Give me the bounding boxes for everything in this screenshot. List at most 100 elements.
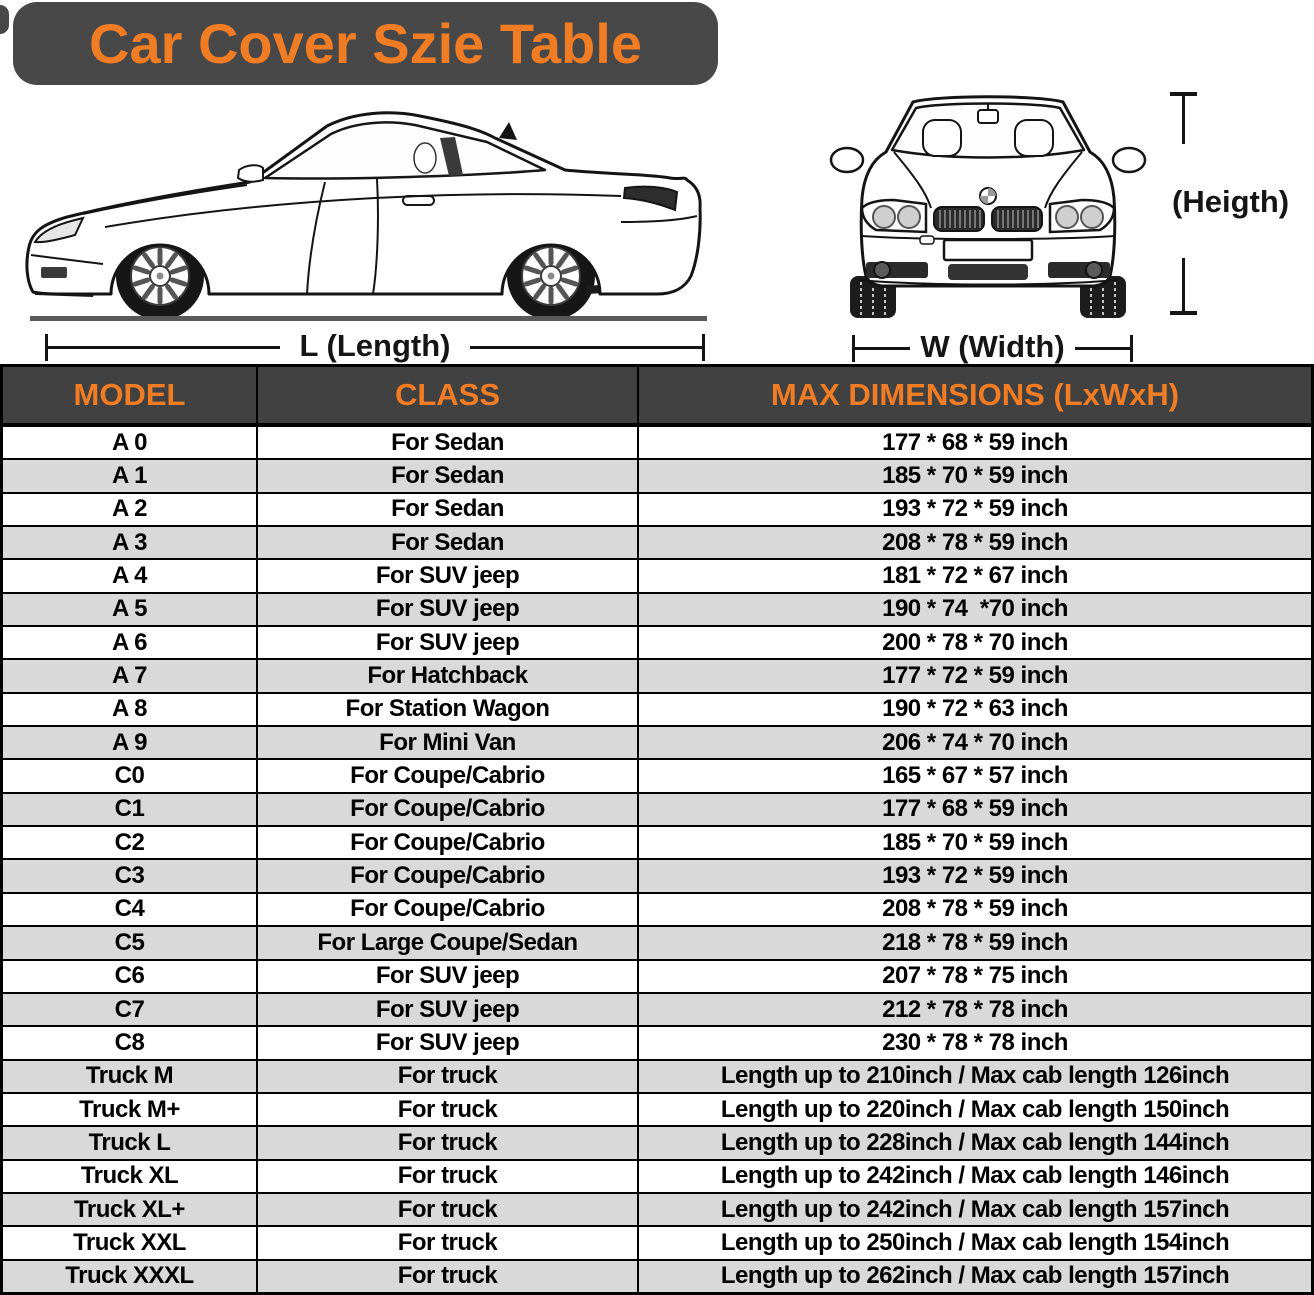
page-title: Car Cover Szie Table bbox=[89, 12, 642, 75]
model-cell: C4 bbox=[3, 893, 258, 926]
table-row: C1 For Coupe/Cabrio 177 * 68 * 59 inch bbox=[3, 791, 1311, 826]
class-cell: For SUV jeep bbox=[258, 960, 639, 992]
dimensions-cell: Length up to 262inch / Max cab length 15… bbox=[720, 1262, 1230, 1290]
class-cell: For Coupe/Cabrio bbox=[258, 893, 639, 926]
model-cell: A 7 bbox=[3, 660, 258, 692]
kidney-grille-icon bbox=[933, 206, 1043, 232]
table-row: A 8 For Station Wagon 190 * 72 * 63 inch bbox=[3, 691, 1311, 726]
dimensions-cell: 177 * 72 * 59 inch bbox=[882, 662, 1068, 690]
ground-line bbox=[30, 316, 707, 321]
table-row: Truck XXL For truck Length up to 250inch… bbox=[3, 1225, 1311, 1259]
model-cell: A 8 bbox=[3, 693, 258, 726]
class-cell: For Sedan bbox=[258, 493, 639, 526]
table-row: C4 For Coupe/Cabrio 208 * 78 * 59 inch bbox=[3, 891, 1311, 926]
class-cell: For SUV jeep bbox=[258, 593, 639, 626]
table-row: C8 For SUV jeep 230 * 78 * 78 inch bbox=[3, 1025, 1311, 1059]
model-cell: C2 bbox=[3, 827, 258, 859]
model-cell: C6 bbox=[3, 960, 258, 992]
dimensions-cell: 177 * 68 * 59 inch bbox=[882, 428, 1068, 456]
model-cell: C5 bbox=[3, 927, 258, 959]
class-cell: For Large Coupe/Sedan bbox=[258, 927, 639, 959]
height-label: (Heigth) bbox=[1172, 184, 1290, 219]
dimensions-cell: Length up to 250inch / Max cab length 15… bbox=[720, 1228, 1230, 1256]
width-line-right bbox=[1074, 347, 1131, 350]
dimensions-cell: Length up to 242inch / Max cab length 15… bbox=[720, 1195, 1230, 1223]
class-cell: For truck bbox=[258, 1193, 639, 1226]
class-cell: For Coupe/Cabrio bbox=[258, 760, 639, 792]
dimensions-cell: 200 * 78 * 70 inch bbox=[882, 628, 1068, 656]
header-model: MODEL bbox=[3, 367, 258, 423]
dimensions-cell: 207 * 78 * 75 inch bbox=[882, 962, 1068, 990]
model-cell: A 1 bbox=[3, 460, 258, 492]
height-bottom-cap bbox=[1170, 311, 1197, 315]
model-cell: Truck L bbox=[3, 1127, 258, 1159]
model-cell: Truck M bbox=[3, 1060, 258, 1092]
table-row: Truck XXXL For truck Length up to 262inc… bbox=[3, 1258, 1311, 1292]
dimensions-cell: Length up to 210inch / Max cab length 12… bbox=[720, 1062, 1230, 1090]
dimensions-cell: Length up to 242inch / Max cab length 14… bbox=[720, 1162, 1230, 1190]
table-row: A 6 For SUV jeep 200 * 78 * 70 inch bbox=[3, 625, 1311, 659]
dimensions-cell: 165 * 67 * 57 inch bbox=[882, 762, 1068, 790]
class-cell: For SUV jeep bbox=[258, 993, 639, 1026]
dimensions-cell: Length up to 220inch / Max cab length 15… bbox=[720, 1095, 1230, 1123]
class-cell: For truck bbox=[258, 1060, 639, 1092]
model-cell: Truck XL+ bbox=[3, 1193, 258, 1226]
dimensions-cell: 185 * 70 * 59 inch bbox=[882, 828, 1068, 856]
length-dimension: L (Length) bbox=[45, 328, 706, 363]
bmw-roundel-icon bbox=[979, 187, 997, 205]
table-header-row: MODEL CLASS MAX DIMENSIONS (LxWxH) bbox=[3, 367, 1311, 425]
table-row: Truck M+ For truck Length up to 220inch … bbox=[3, 1091, 1311, 1126]
car-front-view-illustration bbox=[829, 95, 1147, 318]
length-line-left bbox=[48, 346, 280, 349]
dimensions-cell: 190 * 74 *70 inch bbox=[882, 595, 1068, 623]
model-cell: A 0 bbox=[3, 427, 258, 459]
dimensions-cell: 190 * 72 * 63 inch bbox=[882, 695, 1068, 723]
model-cell: A 4 bbox=[3, 560, 258, 592]
class-cell: For Coupe/Cabrio bbox=[258, 827, 639, 859]
header-max-dimensions: MAX DIMENSIONS (LxWxH) bbox=[770, 377, 1180, 412]
width-label: W (Width) bbox=[920, 328, 1065, 364]
class-cell: For truck bbox=[258, 1127, 639, 1159]
width-left-tick bbox=[852, 335, 855, 362]
table-row: A 0 For Sedan 177 * 68 * 59 inch bbox=[3, 425, 1311, 459]
model-cell: C7 bbox=[3, 993, 258, 1026]
headlights-icon bbox=[860, 198, 1116, 234]
table-row: A 2 For Sedan 193 * 72 * 59 inch bbox=[3, 491, 1311, 526]
dimensions-cell: 177 * 68 * 59 inch bbox=[882, 795, 1068, 823]
class-cell: For Sedan bbox=[258, 427, 639, 459]
class-cell: For Coupe/Cabrio bbox=[258, 860, 639, 892]
dimensions-cell: 181 * 72 * 67 inch bbox=[882, 562, 1068, 590]
class-cell: For SUV jeep bbox=[258, 560, 639, 592]
dimensions-cell: 230 * 78 * 78 inch bbox=[882, 1028, 1068, 1056]
table-row: Truck M For truck Length up to 210inch /… bbox=[3, 1058, 1311, 1092]
model-cell: A 6 bbox=[3, 627, 258, 659]
table-row: C5 For Large Coupe/Sedan 218 * 78 * 59 i… bbox=[3, 925, 1311, 959]
dimensions-cell: 185 * 70 * 59 inch bbox=[882, 462, 1068, 490]
class-cell: For Sedan bbox=[258, 527, 639, 559]
width-line-left bbox=[855, 347, 911, 350]
table-row: Truck XL For truck Length up to 242inch … bbox=[3, 1158, 1311, 1192]
model-cell: Truck XXL bbox=[3, 1227, 258, 1259]
header-class: CLASS bbox=[258, 367, 639, 423]
table-row: A 4 For SUV jeep 181 * 72 * 67 inch bbox=[3, 558, 1311, 592]
dimensions-cell: 193 * 72 * 59 inch bbox=[882, 495, 1068, 523]
class-cell: For truck bbox=[258, 1093, 639, 1126]
class-cell: For Hatchback bbox=[258, 660, 639, 692]
model-cell: A 2 bbox=[3, 493, 258, 526]
length-left-tick bbox=[45, 334, 48, 361]
model-cell: A 5 bbox=[3, 593, 258, 626]
class-cell: For truck bbox=[258, 1160, 639, 1192]
title-banner: Car Cover Szie Table bbox=[13, 2, 718, 85]
height-bottom-stem bbox=[1182, 258, 1185, 314]
class-cell: For truck bbox=[258, 1260, 639, 1292]
car-side-view-illustration bbox=[25, 111, 702, 322]
width-right-tick bbox=[1130, 335, 1134, 362]
table-row: C7 For SUV jeep 212 * 78 * 78 inch bbox=[3, 991, 1311, 1026]
class-cell: For Mini Van bbox=[258, 727, 639, 759]
model-cell: C3 bbox=[3, 860, 258, 892]
table-row: Truck XL+ For truck Length up to 242inch… bbox=[3, 1191, 1311, 1226]
table-row: C3 For Coupe/Cabrio 193 * 72 * 59 inch bbox=[3, 858, 1311, 892]
dimensions-cell: 193 * 72 * 59 inch bbox=[882, 862, 1068, 890]
model-cell: C1 bbox=[3, 793, 258, 826]
class-cell: For SUV jeep bbox=[258, 1027, 639, 1059]
